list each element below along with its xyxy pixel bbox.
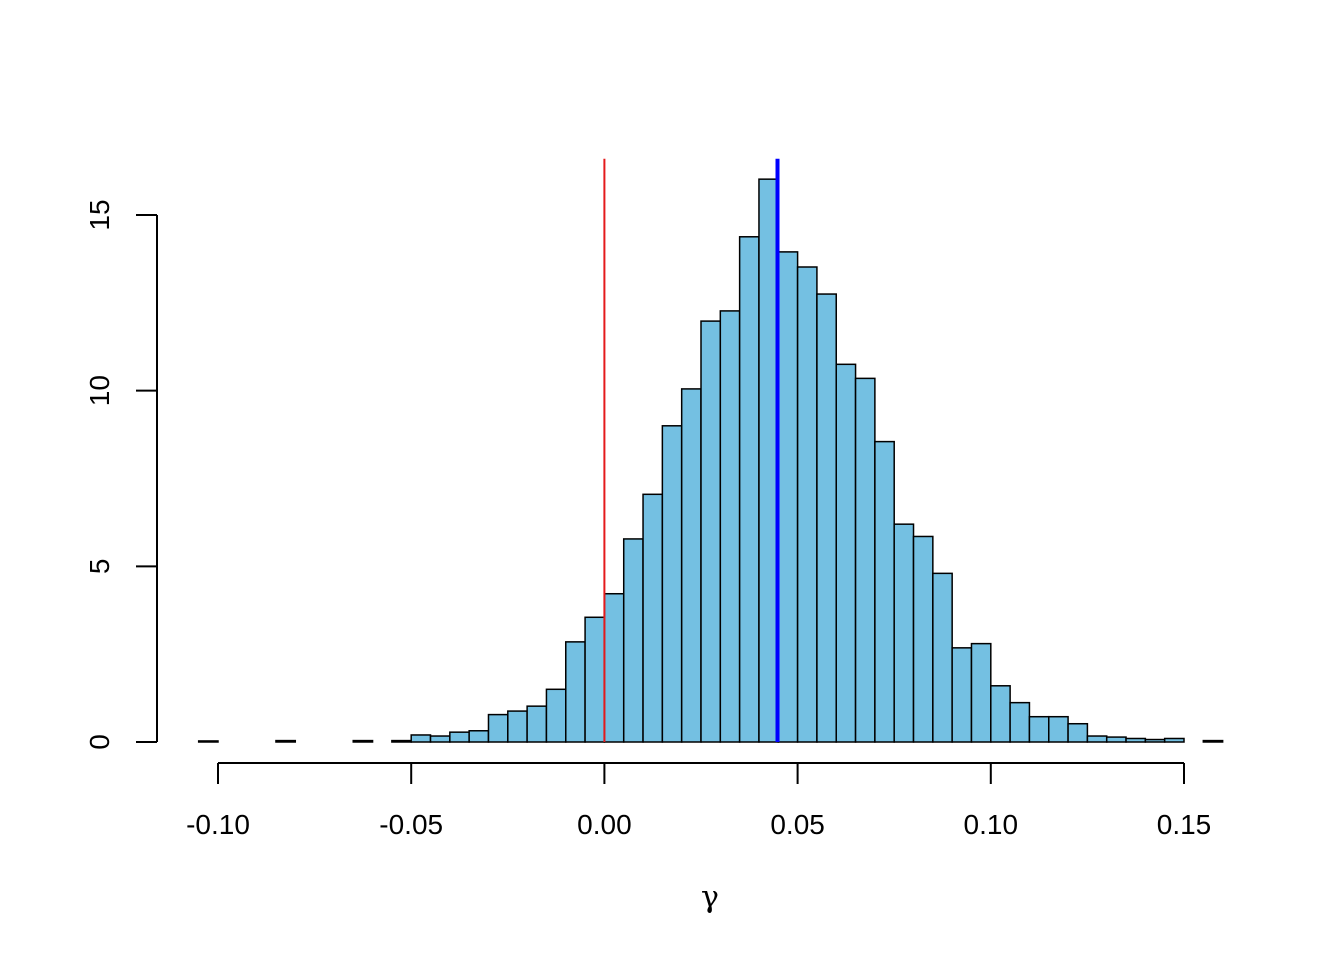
histogram-bar bbox=[854, 377, 876, 743]
histogram-bar bbox=[719, 310, 741, 743]
histogram-bar bbox=[1067, 722, 1089, 743]
histogram-bar bbox=[352, 739, 374, 743]
x-tick-label: 0.05 bbox=[770, 809, 825, 840]
histogram-bar bbox=[197, 740, 219, 743]
histogram-bar bbox=[661, 425, 683, 743]
x-tick-label: 0.00 bbox=[577, 809, 632, 840]
histogram-bar bbox=[391, 739, 412, 743]
histogram-bar bbox=[565, 641, 586, 743]
histogram-bar bbox=[951, 647, 973, 743]
histogram-bars bbox=[197, 178, 1224, 743]
histogram-bar bbox=[507, 710, 528, 743]
histogram-bar bbox=[970, 642, 992, 743]
histogram-bar bbox=[1125, 737, 1147, 743]
histogram-bar bbox=[526, 705, 548, 743]
histogram-bar bbox=[642, 493, 664, 743]
histogram-bar bbox=[622, 538, 644, 743]
y-tick-label: 5 bbox=[84, 559, 115, 575]
histogram-bar bbox=[1163, 737, 1185, 743]
histogram-bar bbox=[816, 293, 837, 743]
histogram-bar bbox=[738, 236, 760, 743]
y-tick-label: 15 bbox=[84, 199, 115, 230]
histogram-bar bbox=[584, 616, 606, 743]
y-axis: 0 5 10 15 bbox=[84, 199, 158, 750]
histogram-bar bbox=[835, 363, 857, 743]
histogram-bar bbox=[1086, 735, 1108, 743]
histogram-bar bbox=[932, 572, 953, 743]
histogram-bar bbox=[449, 731, 470, 743]
histogram-bar bbox=[990, 685, 1011, 743]
histogram-bar bbox=[410, 734, 432, 743]
x-tick-label: 0.15 bbox=[1157, 809, 1212, 840]
histogram-bar bbox=[758, 178, 780, 743]
y-tick-label: 0 bbox=[84, 734, 115, 750]
histogram-bar bbox=[1028, 715, 1050, 743]
histogram-bar bbox=[487, 713, 509, 743]
histogram-bar bbox=[603, 592, 625, 743]
histogram-bar bbox=[468, 730, 490, 743]
histogram-bar bbox=[680, 388, 702, 743]
histogram-bar bbox=[1048, 715, 1069, 743]
histogram-bar bbox=[1009, 701, 1031, 743]
x-tick-label: -0.05 bbox=[379, 809, 443, 840]
histogram-bar bbox=[777, 251, 799, 743]
y-tick-label: 10 bbox=[84, 375, 115, 406]
histogram-bar bbox=[1105, 736, 1127, 743]
x-tick-label: 0.10 bbox=[964, 809, 1019, 840]
histogram-bar bbox=[275, 739, 297, 743]
x-axis-title: γ bbox=[701, 880, 719, 915]
x-tick-label: -0.10 bbox=[186, 809, 250, 840]
histogram-bar bbox=[1202, 739, 1224, 743]
histogram-bar bbox=[1144, 738, 1166, 743]
histogram-bar bbox=[545, 688, 567, 743]
reference-lines bbox=[603, 158, 780, 742]
histogram-bar bbox=[429, 735, 451, 743]
histogram-bar bbox=[700, 320, 722, 743]
histogram-bar bbox=[796, 266, 818, 743]
histogram-bar bbox=[912, 535, 934, 743]
histogram-bar bbox=[874, 440, 895, 743]
histogram-bar bbox=[893, 523, 915, 743]
x-axis: -0.10 -0.05 0.00 0.05 0.10 0.15 bbox=[186, 762, 1212, 840]
